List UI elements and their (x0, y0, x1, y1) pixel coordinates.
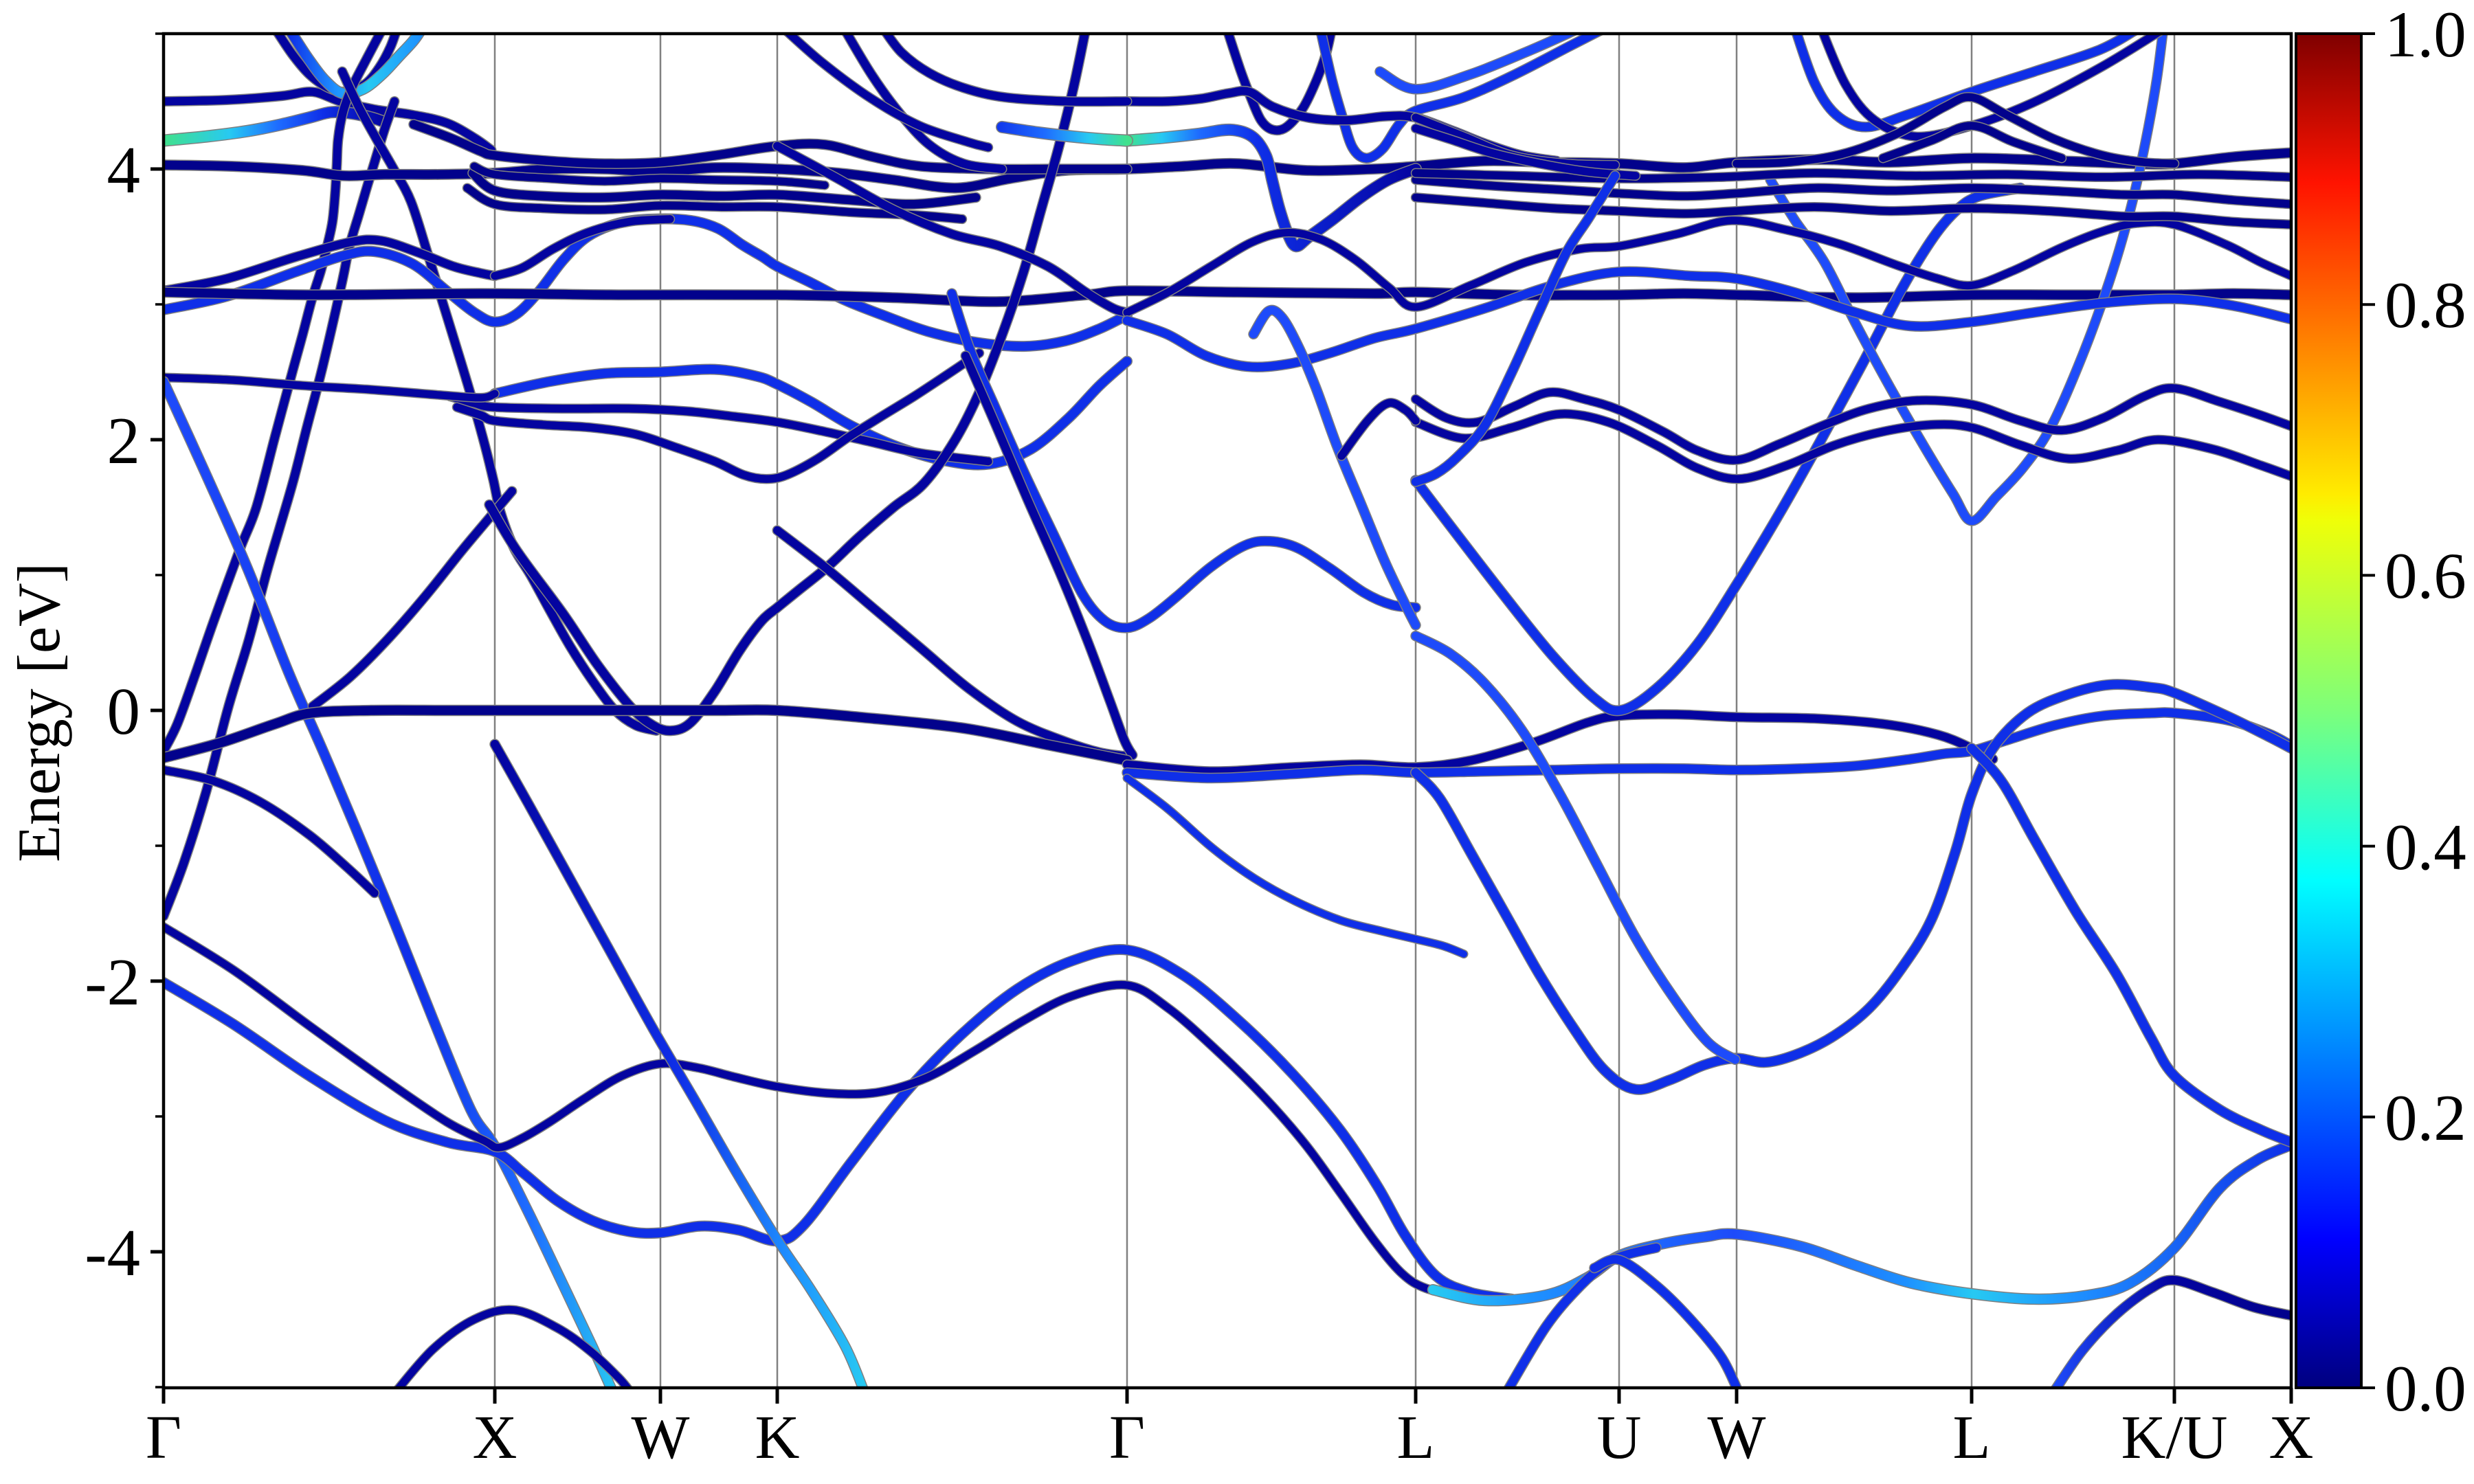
svg-text:1.0: 1.0 (2385, 0, 2466, 71)
svg-text:K: K (755, 1404, 800, 1472)
svg-text:Energy [eV]: Energy [eV] (6, 563, 73, 862)
svg-text:4: 4 (107, 133, 141, 207)
svg-text:0.4: 0.4 (2385, 811, 2466, 884)
svg-text:0.2: 0.2 (2385, 1081, 2466, 1154)
svg-text:X: X (473, 1404, 517, 1472)
svg-text:0: 0 (107, 675, 141, 748)
svg-text:L: L (1953, 1404, 1991, 1472)
svg-text:Γ: Γ (146, 1404, 181, 1472)
svg-text:0.6: 0.6 (2385, 539, 2466, 612)
svg-text:W: W (1708, 1404, 1766, 1472)
svg-text:-2: -2 (85, 945, 140, 1019)
svg-text:U: U (1597, 1404, 1642, 1472)
svg-text:0.8: 0.8 (2385, 269, 2466, 341)
svg-text:2: 2 (107, 404, 141, 477)
svg-text:L: L (1397, 1404, 1435, 1472)
svg-text:W: W (632, 1404, 690, 1472)
svg-text:-4: -4 (85, 1216, 140, 1290)
svg-text:K/U: K/U (2121, 1404, 2228, 1472)
svg-text:0.0: 0.0 (2385, 1352, 2466, 1425)
svg-text:Γ: Γ (1109, 1404, 1145, 1472)
svg-text:X: X (2269, 1404, 2314, 1472)
